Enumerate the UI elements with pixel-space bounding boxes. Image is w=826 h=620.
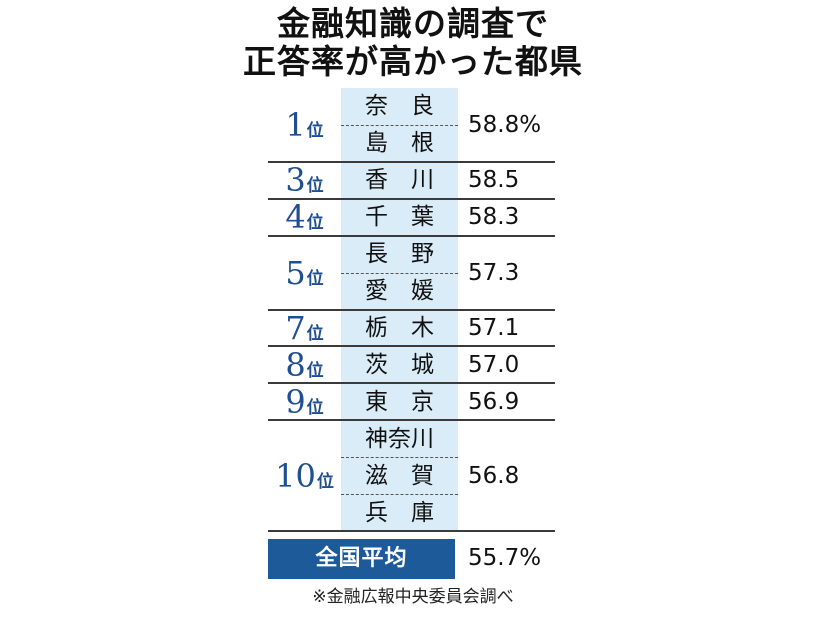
chart-title-line-1: 金融知識の調査で — [277, 4, 549, 43]
rate-value: 56.8 — [468, 462, 520, 489]
row-separator — [268, 419, 555, 422]
prefecture-name: 東 京 — [365, 388, 434, 415]
row-separator — [268, 308, 555, 311]
national-average-value: 55.7% — [468, 545, 542, 571]
rate-value: 57.3 — [468, 259, 520, 286]
row-separator — [268, 160, 555, 163]
prefecture-name: 茨 城 — [365, 351, 434, 378]
rate-value: 58.3 — [468, 204, 520, 231]
rank-number: 1 — [285, 105, 306, 144]
rank-suffix: 位 — [306, 323, 324, 344]
prefecture-name: 長 野 — [365, 241, 434, 268]
rank-suffix: 位 — [306, 176, 324, 197]
prefecture-name: 滋 賀 — [365, 462, 434, 489]
rate-value: 57.0 — [468, 351, 520, 378]
prefecture-name: 香 川 — [365, 167, 434, 194]
rank-label: 5位 — [268, 253, 341, 299]
prefecture-name: 兵 庫 — [365, 499, 434, 526]
prefecture-name: 神奈川 — [365, 425, 434, 452]
prefecture-name: 島 根 — [365, 130, 434, 157]
row-separator — [268, 234, 555, 237]
prefecture-name: 奈 良 — [365, 93, 434, 120]
rank-label: 8位 — [268, 345, 341, 391]
rank-number: 9 — [285, 382, 306, 421]
national-average-label: 全国平均 — [268, 539, 455, 579]
rank-suffix: 位 — [306, 213, 324, 234]
rank-number: 7 — [285, 308, 306, 347]
rank-suffix: 位 — [306, 397, 324, 418]
row-separator — [268, 530, 555, 532]
rank-suffix: 位 — [306, 120, 324, 141]
prefecture-divider — [341, 457, 458, 459]
rank-label: 7位 — [268, 308, 341, 354]
prefecture-divider — [341, 124, 458, 126]
rank-label: 4位 — [268, 197, 341, 243]
row-separator — [268, 382, 555, 385]
prefecture-divider — [341, 494, 458, 496]
prefecture-name: 栃 木 — [365, 314, 434, 341]
rank-number: 3 — [285, 161, 306, 200]
chart-title-line-2: 正答率が高かった都県 — [243, 42, 583, 81]
rank-suffix: 位 — [306, 268, 324, 289]
rate-value: 58.5 — [468, 167, 520, 194]
source-note: ※金融広報中央委員会調べ — [312, 587, 514, 607]
rank-label: 3位 — [268, 160, 341, 206]
rank-label: 1位 — [268, 105, 341, 151]
prefecture-name: 愛 媛 — [365, 278, 434, 305]
rate-value: 56.9 — [468, 388, 520, 415]
rate-value: 57.1 — [468, 314, 520, 341]
rank-number: 10 — [275, 456, 316, 495]
rate-value: 58.8% — [468, 111, 542, 138]
rank-suffix: 位 — [316, 471, 334, 492]
prefecture-name: 千 葉 — [365, 204, 434, 231]
rank-number: 4 — [285, 198, 306, 237]
row-separator — [268, 345, 555, 348]
prefecture-divider — [341, 272, 458, 274]
rank-label: 9位 — [268, 382, 341, 428]
rank-suffix: 位 — [306, 360, 324, 381]
rank-number: 8 — [285, 345, 306, 384]
rank-number: 5 — [285, 253, 306, 292]
row-separator — [268, 197, 555, 200]
rank-label: 10位 — [268, 456, 341, 502]
